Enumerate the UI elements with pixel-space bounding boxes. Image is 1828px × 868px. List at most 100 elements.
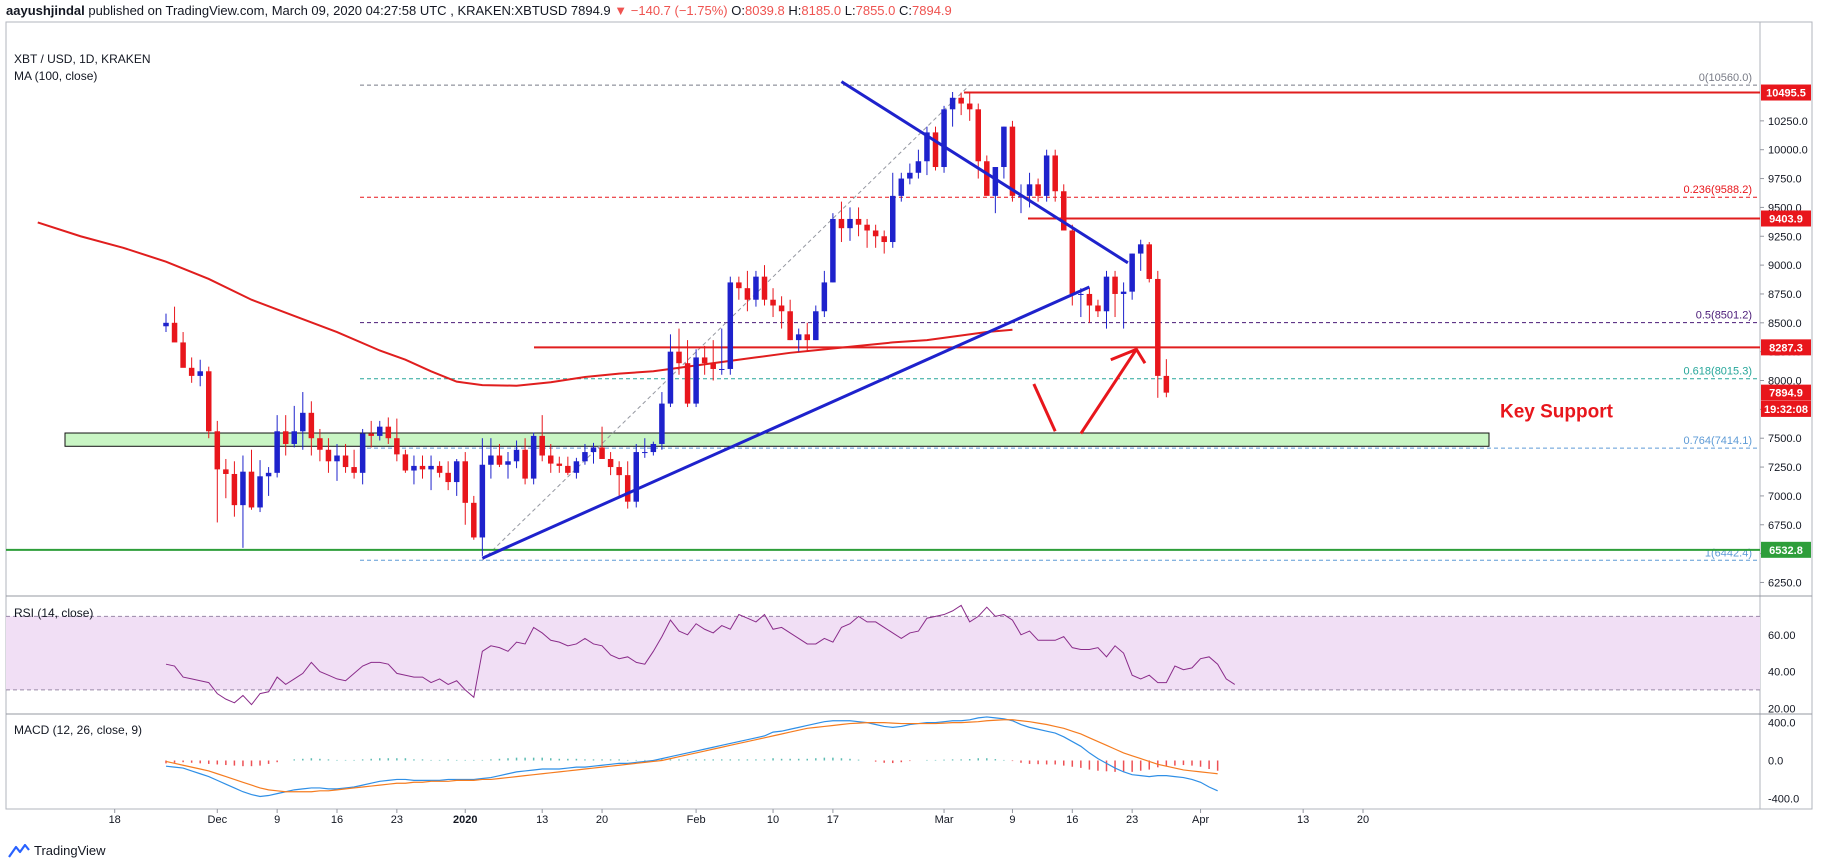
- price-tag: [1761, 84, 1811, 101]
- candle: [308, 412, 315, 439]
- price-tag-label: 19:32:08: [1764, 404, 1808, 416]
- high-label: H:: [788, 3, 802, 18]
- candle: [719, 368, 725, 370]
- x-tick-label: 13: [536, 814, 548, 826]
- y-tick-label: 8500.0: [1768, 318, 1802, 330]
- candle: [693, 357, 699, 404]
- falling-trendline: [840, 80, 1129, 265]
- publish-header: aayushjindal published on TradingView.co…: [6, 3, 952, 18]
- candle: [539, 435, 545, 456]
- candle: [890, 195, 896, 243]
- candle: [847, 218, 853, 229]
- author-name[interactable]: aayushjindal: [6, 3, 85, 18]
- y-tick-label: 7500.0: [1768, 433, 1802, 445]
- candle: [787, 311, 793, 341]
- macd-signal-line: [165, 719, 1218, 793]
- fib-level-label: 0(10560.0): [1699, 72, 1752, 84]
- change-down-icon: ▼: [614, 3, 628, 18]
- x-tick-label: 16: [331, 814, 343, 826]
- candle: [291, 431, 297, 444]
- candle: [206, 371, 212, 432]
- candle: [479, 464, 486, 538]
- candle: [642, 452, 648, 454]
- candle: [1078, 293, 1084, 295]
- fib-level-label: 0.236(9588.2): [1684, 184, 1753, 196]
- key-support-label: Key Support: [1500, 401, 1614, 422]
- candle: [462, 461, 468, 503]
- candle: [1009, 126, 1016, 196]
- candle: [257, 476, 263, 508]
- rsi-label: RSI (14, close): [14, 606, 94, 620]
- price-change: −140.7 (−1.75%): [630, 3, 728, 18]
- candle: [633, 452, 639, 502]
- candle: [223, 469, 229, 474]
- low-label: L:: [844, 3, 856, 18]
- candle: [488, 455, 494, 465]
- candle: [915, 161, 922, 173]
- candle: [659, 403, 665, 444]
- candle: [411, 465, 417, 471]
- x-tick-label: 23: [1126, 814, 1138, 826]
- candle: [907, 172, 913, 179]
- rsi-tick-label: 40.00: [1768, 667, 1796, 679]
- candle: [813, 311, 819, 341]
- candle: [881, 236, 887, 243]
- candle: [282, 431, 289, 444]
- candle: [599, 447, 605, 459]
- price-tag-label: 8287.3: [1769, 342, 1803, 354]
- macd-tick-label: 0.0: [1768, 756, 1783, 768]
- y-tick-label: 8750.0: [1768, 289, 1802, 301]
- rsi-line: [165, 604, 1236, 706]
- open-value: 8039.8: [744, 3, 785, 18]
- candle: [1112, 276, 1118, 294]
- key-support-zone: [64, 432, 1490, 447]
- candle: [496, 455, 503, 465]
- y-tick-label: 6750.0: [1768, 520, 1802, 532]
- candle: [342, 455, 349, 468]
- close-label: C:: [899, 3, 912, 18]
- rsi-tick-label: 20.00: [1768, 703, 1796, 715]
- candle: [394, 438, 400, 455]
- candle: [753, 276, 759, 300]
- candle: [590, 447, 597, 453]
- candle: [804, 334, 810, 341]
- candle: [265, 472, 272, 477]
- x-tick-label: 17: [827, 814, 839, 826]
- candle: [530, 435, 537, 479]
- candle: [505, 461, 511, 465]
- candle: [377, 426, 383, 436]
- candle: [351, 467, 357, 473]
- candle: [1026, 184, 1033, 196]
- candle: [1163, 375, 1170, 393]
- candle: [359, 433, 366, 473]
- x-tick-label: 23: [391, 814, 403, 826]
- open-label: O:: [731, 3, 745, 18]
- candle: [727, 282, 734, 369]
- tradingview-logo[interactable]: TradingView: [8, 843, 106, 858]
- price-tag-label: 9403.9: [1769, 213, 1803, 225]
- last-price: 7894.9: [570, 3, 611, 18]
- candle: [582, 452, 588, 462]
- candle: [180, 342, 186, 368]
- candle: [1155, 278, 1161, 376]
- y-tick-label: 10000.0: [1768, 145, 1808, 157]
- candle: [1120, 291, 1127, 294]
- candle: [830, 218, 836, 283]
- price-tag-label: 6532.8: [1769, 545, 1803, 557]
- x-tick-label: Mar: [935, 814, 954, 826]
- x-tick-label: 20: [1357, 814, 1369, 826]
- x-tick-label: Apr: [1192, 814, 1209, 826]
- y-tick-label: 6250.0: [1768, 577, 1802, 589]
- candle: [864, 224, 870, 231]
- candle: [368, 433, 374, 436]
- macd-label: MACD (12, 26, close, 9): [14, 723, 143, 737]
- candle: [231, 473, 238, 506]
- candle: [992, 167, 999, 196]
- candle: [1052, 155, 1058, 192]
- candle: [761, 276, 768, 300]
- fib-level-label: 0.5(8501.2): [1696, 310, 1752, 322]
- x-tick-label: 13: [1297, 814, 1309, 826]
- x-tick-label: 2020: [453, 814, 477, 826]
- candle: [522, 449, 528, 479]
